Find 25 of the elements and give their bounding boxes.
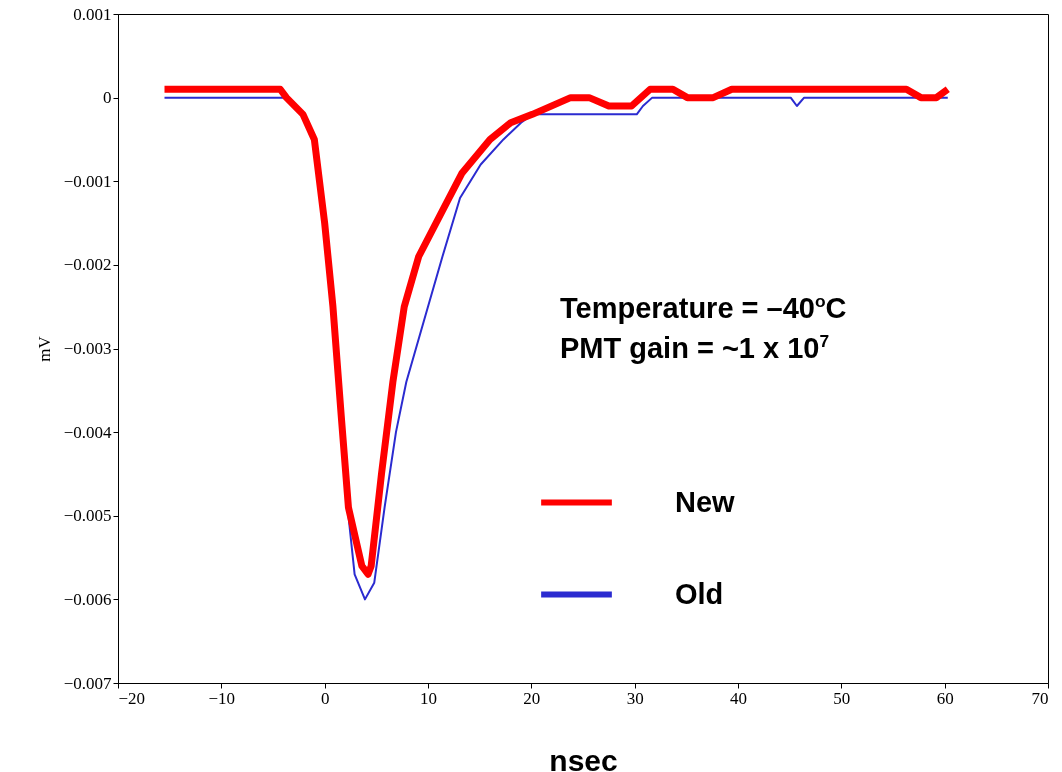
x-tick-label: 0 [320, 688, 330, 708]
y-tick-label: −0.003 [63, 339, 112, 358]
y-tick-label: −0.001 [63, 171, 112, 191]
x-tick-label: 70 [1031, 688, 1049, 708]
legend-label: New [675, 485, 736, 518]
x-axis-title: nsec [549, 743, 618, 772]
x-tick-label: 50 [833, 688, 851, 708]
x-tick-label: 40 [730, 688, 747, 708]
y-tick-label: 0 [103, 88, 112, 108]
y-axis-title: mV [34, 335, 54, 362]
y-tick-label: −0.006 [63, 589, 112, 609]
y-tick-label: −0.005 [63, 506, 112, 526]
y-tick-label: 0.001 [73, 4, 112, 24]
x-tick-label: 60 [936, 688, 954, 708]
x-tick-label: −20 [118, 688, 146, 708]
annotation: Temperature = –40$^{o}$C [560, 290, 847, 326]
y-tick-label: −0.002 [63, 255, 112, 275]
legend-label: Old [675, 577, 724, 610]
x-tick-label: 20 [523, 688, 541, 708]
y-tick-label: −0.007 [63, 673, 112, 693]
x-tick-label: 30 [626, 688, 644, 708]
y-tick-label: −0.004 [63, 422, 112, 442]
x-tick-label: 10 [420, 688, 437, 708]
x-tick-label: −10 [208, 688, 236, 708]
annotation: PMT gain = ~1 x 10$^{7}$ [560, 330, 831, 366]
